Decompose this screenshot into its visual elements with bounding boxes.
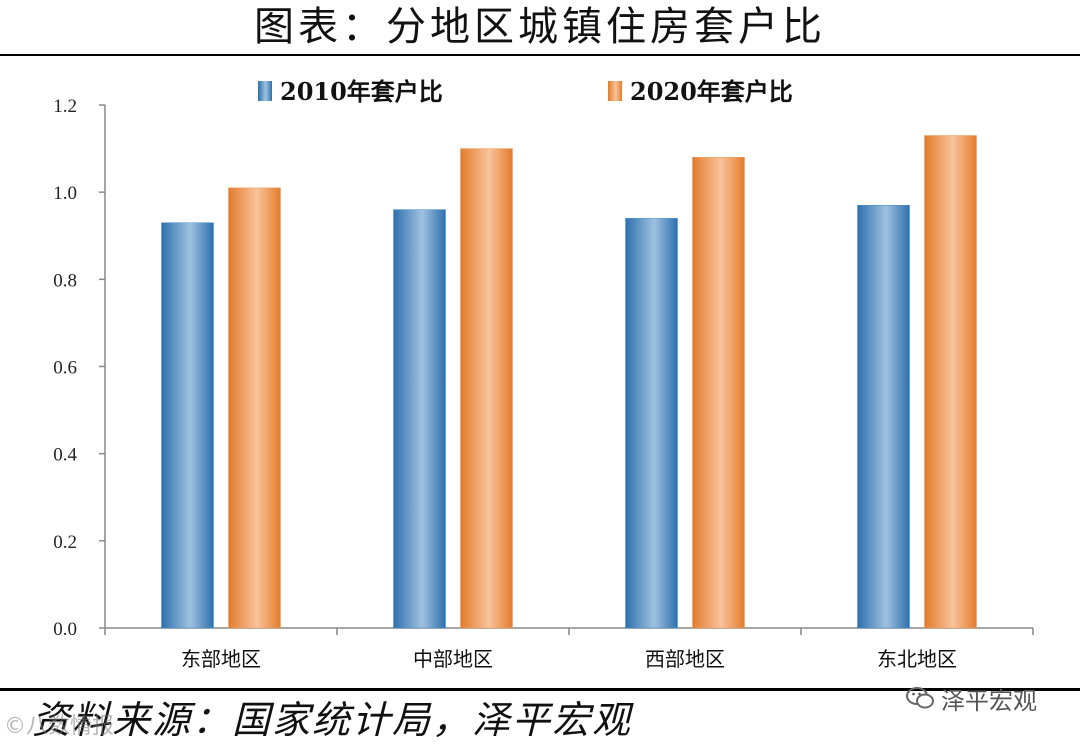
legend-swatch — [608, 81, 622, 101]
y-tick-label: 0.4 — [53, 445, 77, 466]
y-axis: 0.0 0.2 0.4 0.6 0.8 1.0 1.2 — [53, 96, 106, 640]
corner-watermark: ©八数情报 — [4, 714, 115, 739]
y-tick-label: 1.2 — [53, 96, 77, 117]
chart-title: 图表：分地区城镇住房套户比 — [254, 4, 826, 50]
title-divider — [0, 54, 1080, 56]
x-category-label: 西部地区 — [645, 647, 725, 671]
y-tick-label: 0.0 — [53, 619, 77, 640]
bar-1 — [857, 204, 910, 629]
bar-2 — [460, 148, 513, 629]
y-tick-label: 0.8 — [53, 270, 77, 291]
bar-chart: 2010年套户比 2020年套户比 0.0 0.2 0.4 0.6 0.8 1.0 1.2 东… — [53, 77, 1034, 671]
x-axis: 东部地区 中部地区 西部地区 东北地区 — [104, 627, 1034, 671]
x-category-label: 中部地区 — [413, 647, 493, 671]
legend-label: 2020年套户比 — [630, 77, 793, 106]
bars — [161, 135, 977, 629]
bar-1 — [393, 209, 446, 629]
bar-2 — [924, 135, 977, 629]
source-note: 资料来源：国家统计局，泽平宏观 — [32, 698, 633, 742]
watermark-text: 泽平宏观 — [941, 686, 1037, 715]
wechat-icon — [906, 687, 934, 709]
bar-2 — [228, 187, 281, 629]
legend: 2010年套户比 2020年套户比 — [258, 77, 793, 106]
bar-1 — [625, 218, 678, 629]
footer-divider — [0, 688, 1080, 691]
y-tick-label: 0.6 — [53, 358, 77, 379]
y-tick-label: 1.0 — [53, 183, 77, 204]
x-category-label: 东部地区 — [181, 647, 261, 671]
bar-2 — [692, 157, 745, 629]
x-category-label: 东北地区 — [877, 647, 957, 671]
bar-1 — [161, 222, 214, 629]
y-tick-label: 0.2 — [53, 532, 77, 553]
legend-label: 2010年套户比 — [280, 77, 443, 106]
legend-swatch — [258, 81, 272, 101]
wechat-watermark: 泽平宏观 — [905, 676, 1037, 720]
